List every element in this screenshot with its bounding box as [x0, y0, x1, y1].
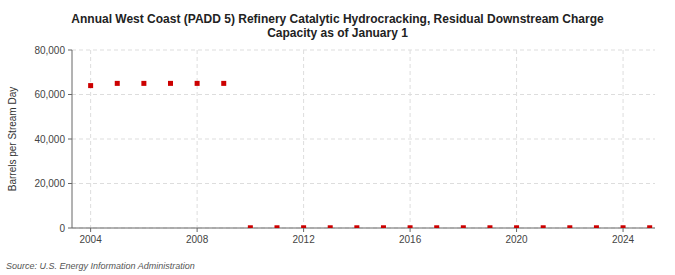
y-tick	[68, 183, 72, 184]
data-point	[354, 225, 359, 228]
y-tick	[68, 94, 72, 95]
x-grid-line	[410, 50, 411, 228]
data-point	[195, 81, 200, 86]
data-point	[274, 225, 279, 228]
title-line: Capacity as of January 1	[267, 26, 408, 40]
chart-svg: Annual West Coast (PADD 5) Refinery Cata…	[0, 0, 675, 275]
x-grid-line	[303, 50, 304, 228]
data-point	[434, 225, 439, 228]
x-grid-line	[197, 50, 198, 228]
data-point	[221, 81, 226, 86]
data-point	[115, 81, 120, 86]
data-point	[567, 225, 572, 228]
x-tick-label: 2012	[292, 234, 315, 245]
y-grid-line	[72, 139, 655, 140]
data-point	[541, 225, 546, 228]
y-axis-line	[72, 50, 73, 228]
y-tick	[68, 139, 72, 140]
x-tick-label: 2024	[612, 234, 635, 245]
x-tick	[516, 228, 517, 232]
y-tick-label: 80,000	[34, 45, 65, 56]
axes: 0 20,000 40,000 60,000 80,000 2004 2008 2012 201…	[34, 45, 655, 246]
x-tick-label: 2004	[80, 234, 103, 245]
data-point	[381, 225, 386, 228]
y-grid-line	[72, 50, 655, 51]
x-tick	[90, 228, 91, 232]
data-point	[141, 81, 146, 86]
data-point	[647, 225, 652, 228]
x-grid-line	[90, 50, 91, 228]
data-point	[514, 225, 519, 228]
x-tick-label: 2016	[399, 234, 422, 245]
y-axis-label: Barrels per Stream Day	[7, 87, 18, 191]
title-line: Annual West Coast (PADD 5) Refinery Cata…	[71, 12, 604, 26]
data-point	[328, 225, 333, 228]
data-point	[594, 225, 599, 228]
x-tick-label: 2008	[186, 234, 209, 245]
y-grid-line	[72, 94, 655, 95]
y-tick-label: 20,000	[34, 178, 65, 189]
data-point	[621, 225, 626, 228]
x-tick	[303, 228, 304, 232]
points	[88, 81, 652, 228]
data-point	[301, 225, 306, 228]
x-tick	[623, 228, 624, 232]
y-tick	[68, 228, 72, 229]
x-tick-label: 2020	[505, 234, 528, 245]
y-tick	[68, 50, 72, 51]
data-point	[408, 225, 413, 228]
data-point	[461, 225, 466, 228]
x-tick	[410, 228, 411, 232]
x-grid-line	[516, 50, 517, 228]
source-note: Source: U.S. Energy Information Administ…	[6, 261, 195, 271]
data-point	[168, 81, 173, 86]
y-tick-label: 40,000	[34, 134, 65, 145]
chart-title: Annual West Coast (PADD 5) Refinery Cata…	[71, 12, 604, 40]
grid	[72, 50, 655, 228]
y-grid-line	[72, 183, 655, 184]
data-point	[88, 83, 93, 88]
x-tick	[197, 228, 198, 232]
x-grid-line	[623, 50, 624, 228]
y-tick-label: 0	[59, 223, 65, 234]
data-point	[248, 225, 253, 228]
y-tick-label: 60,000	[34, 89, 65, 100]
data-point	[487, 225, 492, 228]
